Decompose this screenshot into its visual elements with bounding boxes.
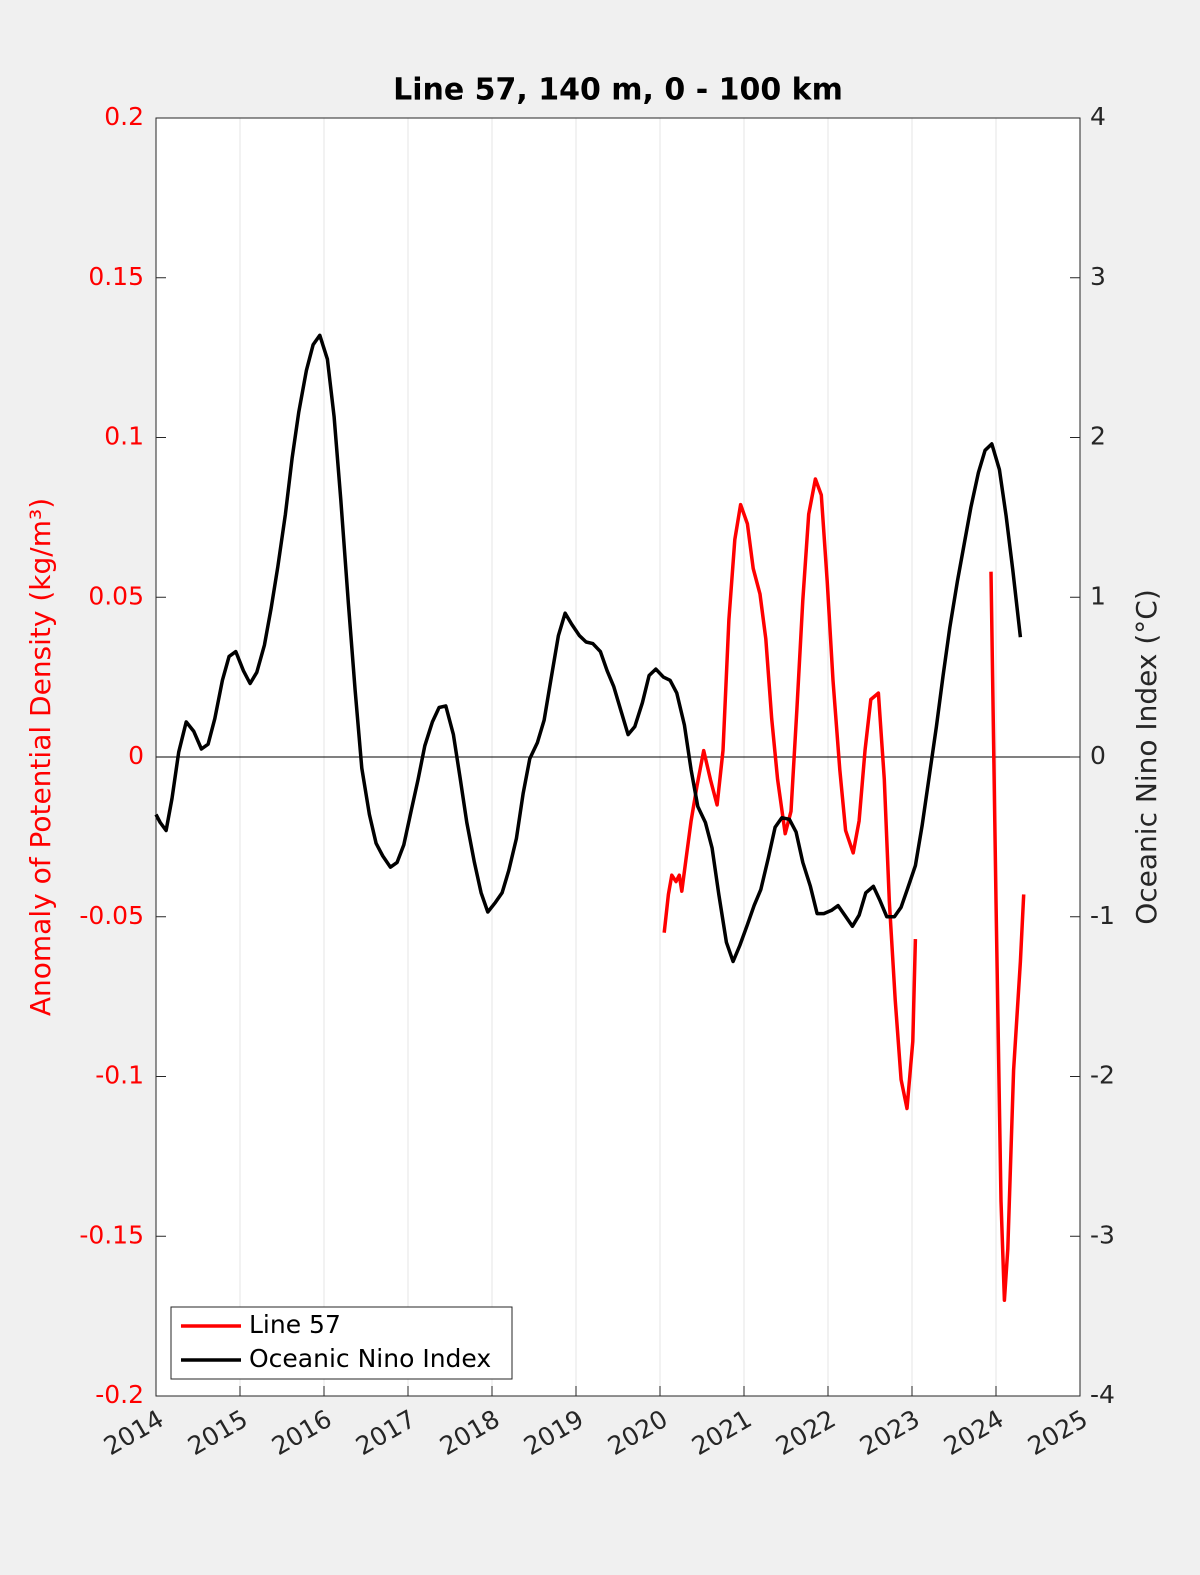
y-tick-label: 0.05 [88,581,144,610]
y-axis-label: Anomaly of Potential Density (kg/m³) [24,498,57,1016]
y2-tick-label: 2 [1090,422,1106,451]
y2-tick-label: -2 [1090,1061,1115,1090]
y-tick-label: 0 [128,741,144,770]
y2-tick-label: -3 [1090,1220,1115,1249]
series-line [154,333,1023,964]
x-tick-label: 2023 [855,1404,925,1461]
x-tick-label: 2014 [99,1404,169,1461]
chart-title: Line 57, 140 m, 0 - 100 km [393,73,843,108]
legend-box [170,1306,513,1380]
y2-tick-label: 3 [1090,262,1106,291]
axes-frame [155,117,1081,1397]
x-tick-label: 2015 [183,1404,253,1461]
y2-tick-label: -1 [1090,901,1115,930]
y2-tick-label: 0 [1090,741,1106,770]
x-tick-label: 2020 [603,1404,673,1461]
x-tick-label: 2021 [687,1404,757,1461]
x-tick-label: 2022 [771,1404,841,1461]
y-tick-label: -0.2 [95,1380,144,1409]
x-tick-label: 2024 [939,1404,1009,1461]
y-tick-label: -0.15 [79,1220,144,1249]
y-tick-label: 0.2 [104,102,144,131]
legend-label: Line 57 [249,1310,341,1339]
y-tick-label: -0.05 [79,901,144,930]
y2-tick-label: 4 [1090,102,1106,131]
x-tick-label: 2016 [267,1404,337,1461]
y-tick-label: 0.1 [104,422,144,451]
y-tick-label: 0.15 [88,262,144,291]
series-line [662,477,1026,1302]
y2-tick-label: -4 [1090,1380,1115,1409]
legend-label: Oceanic Nino Index [249,1344,491,1373]
x-tick-label: 2019 [519,1404,589,1461]
y-tick-label: -0.1 [95,1061,144,1090]
y2-axis-label: Oceanic Nino Index (°C) [1130,589,1163,925]
x-tick-label: 2025 [1023,1404,1093,1461]
y2-tick-label: 1 [1090,581,1106,610]
x-tick-label: 2017 [351,1404,421,1461]
x-tick-label: 2018 [435,1404,505,1461]
